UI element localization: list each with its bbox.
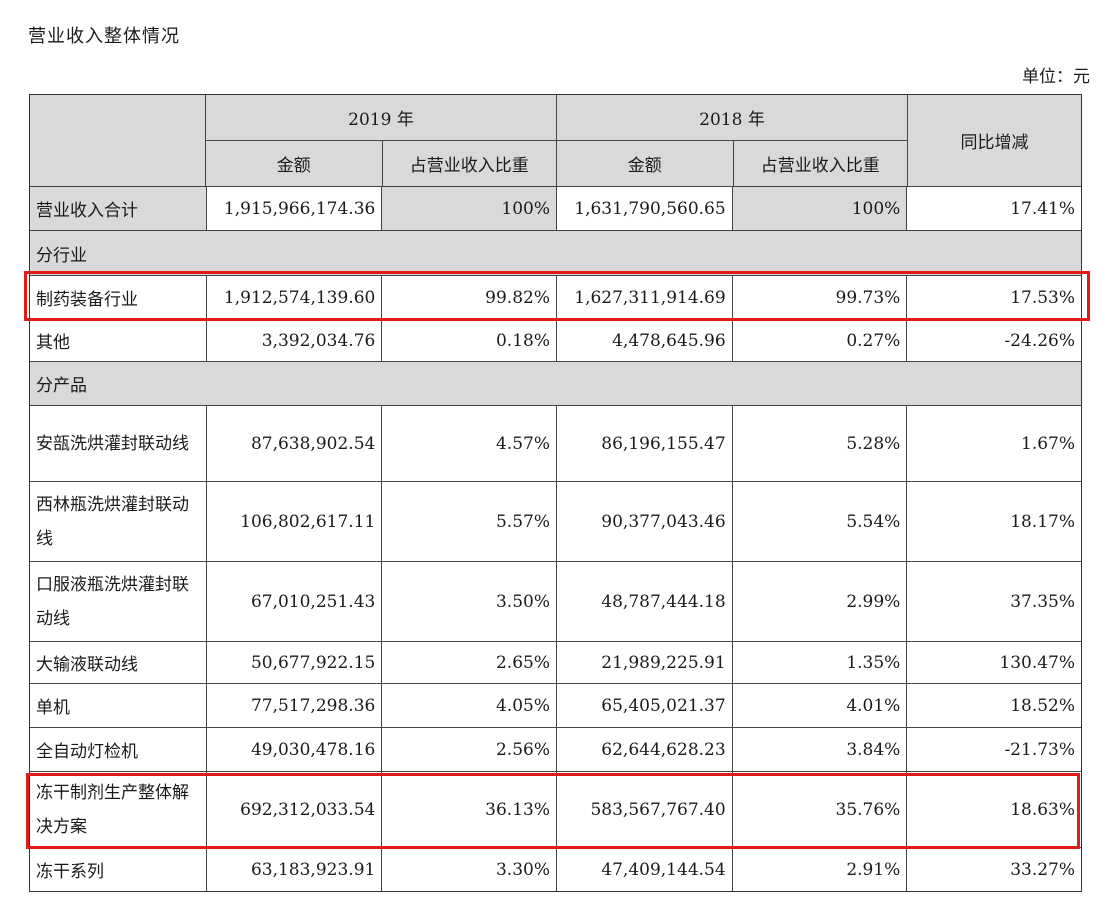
unit-label: 单位：元 — [1022, 67, 1090, 87]
cell-yoy: 37.35% — [906, 562, 1081, 641]
table-row-total: 营业收入合计 1,915,966,174.36 100% 1,631,790,5… — [30, 186, 1081, 230]
cell-ratio-2019: 36.13% — [381, 772, 556, 847]
cell-ratio-2019: 3.30% — [381, 848, 556, 891]
cell-amount-2018: 47,409,144.54 — [556, 848, 732, 891]
cell-ratio-2019: 2.65% — [381, 642, 556, 683]
cell-amount-2018: 86,196,155.47 — [556, 406, 732, 481]
header-year-2018: 2018 年 — [557, 95, 907, 141]
table-row: 单机 77,517,298.36 4.05% 65,405,021.37 4.0… — [30, 683, 1081, 727]
table-row: 全自动灯检机 49,030,478.16 2.56% 62,644,628.23… — [30, 727, 1081, 771]
row-label: 全自动灯检机 — [36, 742, 138, 762]
table-row: 安瓿洗烘灌封联动线 87,638,902.54 4.57% 86,196,155… — [30, 405, 1081, 481]
header-ratio-2019: 占营业收入比重 — [381, 140, 556, 186]
page-title: 营业收入整体情况 — [28, 26, 180, 47]
cell-ratio-2019: 2.56% — [381, 728, 556, 771]
cell-ratio-2018: 5.54% — [731, 482, 907, 561]
header-ratio-2018: 占营业收入比重 — [732, 140, 907, 186]
cell-amount-2019: 1,915,966,174.36 — [205, 187, 382, 230]
row-label: 西林瓶洗烘灌封联动线 — [36, 494, 189, 549]
table-row: 冻干系列 63,183,923.91 3.30% 47,409,144.54 2… — [30, 847, 1081, 891]
cell-amount-2018: 21,989,225.91 — [556, 642, 732, 683]
cell-ratio-2018: 2.91% — [731, 848, 907, 891]
cell-ratio-2019: 4.05% — [381, 684, 556, 727]
header-group-2019: 2019 年 金额 占营业收入比重 — [205, 95, 556, 186]
row-label: 冻干系列 — [36, 862, 104, 882]
section-label: 分产品 — [36, 376, 87, 396]
cell-amount-2019: 49,030,478.16 — [205, 728, 382, 771]
cell-yoy: 18.63% — [906, 772, 1081, 847]
row-label: 安瓿洗烘灌封联动线 — [36, 433, 189, 454]
cell-ratio-2018: 35.76% — [731, 772, 907, 847]
row-label: 其他 — [36, 333, 70, 353]
cell-yoy: -21.73% — [906, 728, 1081, 771]
table-row: 冻干制剂生产整体解决方案 692,312,033.54 36.13% 583,5… — [30, 771, 1081, 847]
table-row: 西林瓶洗烘灌封联动线 106,802,617.11 5.57% 90,377,0… — [30, 481, 1081, 561]
cell-amount-2019: 106,802,617.11 — [205, 482, 382, 561]
table-header: 2019 年 金额 占营业收入比重 2018 年 金额 占营业收入比重 同比增减 — [30, 95, 1081, 186]
section-industry: 分行业 — [30, 230, 1081, 275]
cell-ratio-2019: 4.57% — [381, 406, 556, 481]
header-group-2018: 2018 年 金额 占营业收入比重 — [556, 95, 907, 186]
row-label: 营业收入合计 — [30, 187, 206, 230]
cell-yoy: 130.47% — [906, 642, 1081, 683]
cell-ratio-2018: 99.73% — [731, 276, 907, 319]
table-row: 大输液联动线 50,677,922.15 2.65% 21,989,225.91… — [30, 641, 1081, 683]
cell-amount-2018: 583,567,767.40 — [556, 772, 732, 847]
cell-yoy: 1.67% — [906, 406, 1081, 481]
cell-yoy: -24.26% — [906, 320, 1081, 361]
cell-amount-2018: 48,787,444.18 — [556, 562, 732, 641]
table-row: 口服液瓶洗烘灌封联动线 67,010,251.43 3.50% 48,787,4… — [30, 561, 1081, 641]
cell-amount-2019: 63,183,923.91 — [205, 848, 382, 891]
cell-ratio-2018: 4.01% — [731, 684, 907, 727]
cell-yoy: 18.17% — [906, 482, 1081, 561]
cell-ratio-2018: 100% — [731, 187, 907, 230]
cell-yoy: 17.53% — [906, 276, 1081, 319]
cell-ratio-2018: 5.28% — [731, 406, 907, 481]
row-label: 冻干制剂生产整体解决方案 — [36, 782, 189, 837]
cell-yoy: 17.41% — [906, 187, 1081, 230]
header-corner — [30, 95, 205, 186]
cell-amount-2018: 1,627,311,914.69 — [556, 276, 732, 319]
cell-ratio-2018: 3.84% — [731, 728, 907, 771]
cell-yoy: 18.52% — [906, 684, 1081, 727]
header-year-2019: 2019 年 — [206, 95, 556, 141]
cell-ratio-2019: 99.82% — [381, 276, 556, 319]
cell-amount-2018: 1,631,790,560.65 — [556, 187, 732, 230]
cell-amount-2019: 77,517,298.36 — [205, 684, 382, 727]
cell-ratio-2018: 0.27% — [731, 320, 907, 361]
cell-ratio-2019: 100% — [381, 187, 556, 230]
cell-ratio-2019: 3.50% — [381, 562, 556, 641]
cell-amount-2018: 62,644,628.23 — [556, 728, 732, 771]
header-amount-2019: 金额 — [206, 140, 382, 186]
row-label: 制药装备行业 — [36, 290, 138, 310]
cell-amount-2018: 65,405,021.37 — [556, 684, 732, 727]
cell-amount-2018: 4,478,645.96 — [556, 320, 732, 361]
cell-amount-2018: 90,377,043.46 — [556, 482, 732, 561]
section-label: 分行业 — [36, 245, 87, 266]
row-label: 单机 — [36, 698, 70, 718]
cell-amount-2019: 1,912,574,139.60 — [205, 276, 382, 319]
section-product: 分产品 — [30, 361, 1081, 405]
cell-ratio-2019: 0.18% — [381, 320, 556, 361]
row-label: 口服液瓶洗烘灌封联动线 — [36, 574, 189, 629]
cell-amount-2019: 3,392,034.76 — [205, 320, 382, 361]
cell-yoy: 33.27% — [906, 848, 1081, 891]
table-row: 制药装备行业 1,912,574,139.60 99.82% 1,627,311… — [30, 275, 1081, 319]
row-label: 大输液联动线 — [36, 655, 138, 675]
cell-ratio-2019: 5.57% — [381, 482, 556, 561]
header-amount-2018: 金额 — [557, 140, 733, 186]
cell-amount-2019: 67,010,251.43 — [205, 562, 382, 641]
cell-amount-2019: 87,638,902.54 — [205, 406, 382, 481]
cell-ratio-2018: 1.35% — [731, 642, 907, 683]
cell-amount-2019: 692,312,033.54 — [205, 772, 382, 847]
table-row: 其他 3,392,034.76 0.18% 4,478,645.96 0.27%… — [30, 319, 1081, 361]
cell-amount-2019: 50,677,922.15 — [205, 642, 382, 683]
revenue-table: 2019 年 金额 占营业收入比重 2018 年 金额 占营业收入比重 同比增减… — [29, 94, 1082, 892]
cell-ratio-2018: 2.99% — [731, 562, 907, 641]
header-yoy: 同比增减 — [907, 95, 1081, 186]
